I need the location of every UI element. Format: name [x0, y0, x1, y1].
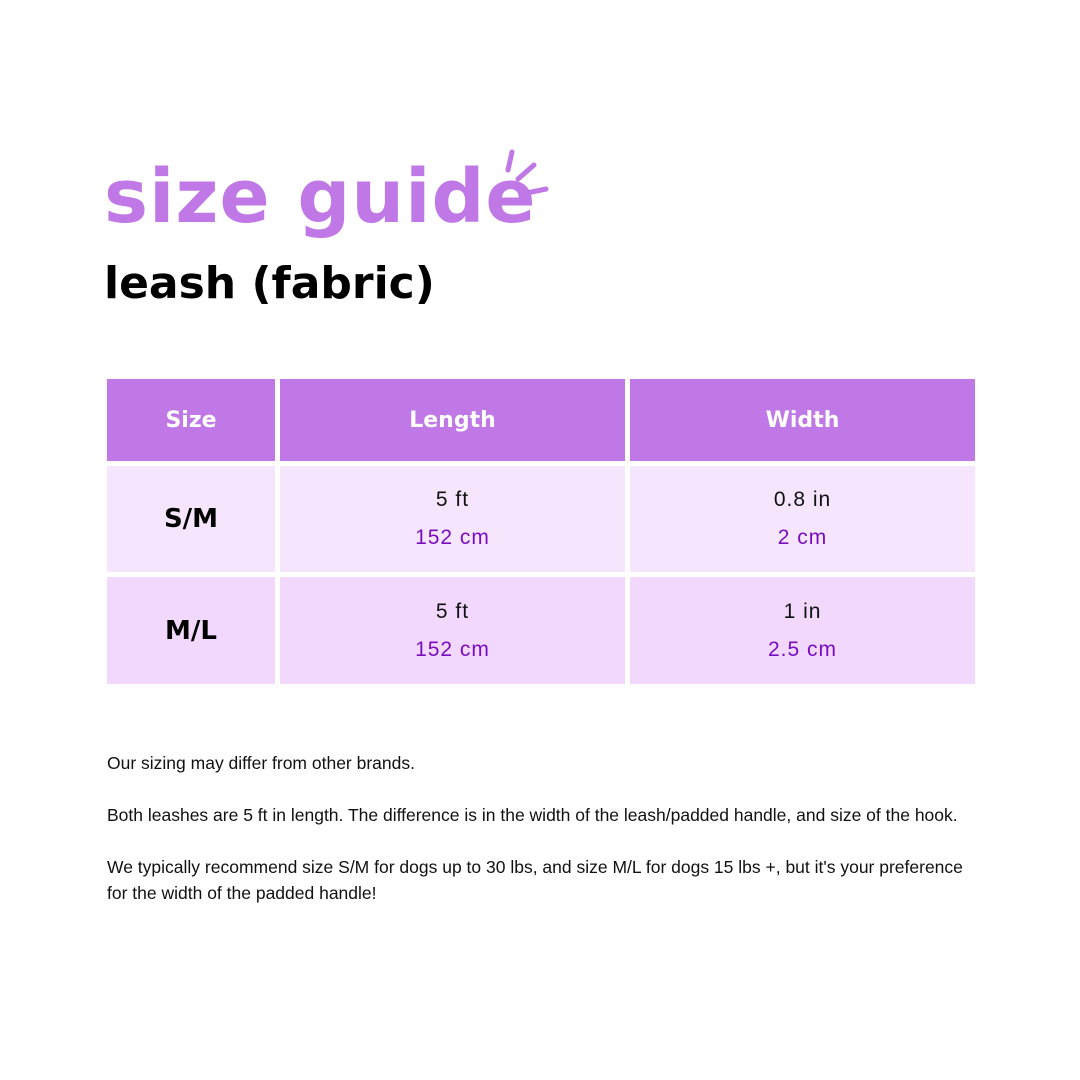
- row-ml-width: 1 in 2.5 cm: [630, 577, 975, 684]
- row-sm-width: 0.8 in 2 cm: [630, 466, 975, 572]
- note-brands: Our sizing may differ from other brands.: [107, 753, 415, 773]
- row-sm-length: 5 ft 152 cm: [280, 466, 625, 572]
- width-imperial: 1 in: [783, 599, 822, 623]
- size-table: Size Length Width S/M 5 ft 152 cm 0.8 in…: [107, 379, 975, 684]
- sparkle-icon: [505, 149, 549, 197]
- note-length: Both leashes are 5 ft in length. The dif…: [107, 805, 958, 825]
- size-label: S/M: [163, 504, 219, 534]
- sizing-notes: Our sizing may differ from other brands.…: [107, 750, 977, 932]
- note-recommendation: We typically recommend size S/M for dogs…: [107, 857, 963, 903]
- page-subtitle: leash (fabric): [104, 258, 435, 309]
- length-imperial: 5 ft: [435, 488, 470, 511]
- header-size: Size: [107, 379, 275, 461]
- row-ml-size: M/L: [107, 577, 275, 684]
- length-imperial: 5 ft: [435, 599, 470, 623]
- row-ml-length: 5 ft 152 cm: [280, 577, 625, 684]
- size-label: M/L: [165, 615, 217, 646]
- width-imperial: 0.8 in: [773, 488, 832, 511]
- length-metric: 152 cm: [415, 637, 490, 661]
- width-metric: 2 cm: [777, 526, 828, 549]
- header-width: Width: [630, 379, 975, 461]
- header-length: Length: [280, 379, 625, 461]
- row-sm-size: S/M: [107, 466, 275, 572]
- page-title: size guide: [104, 154, 537, 240]
- width-metric: 2.5 cm: [767, 637, 838, 661]
- length-metric: 152 cm: [415, 526, 490, 549]
